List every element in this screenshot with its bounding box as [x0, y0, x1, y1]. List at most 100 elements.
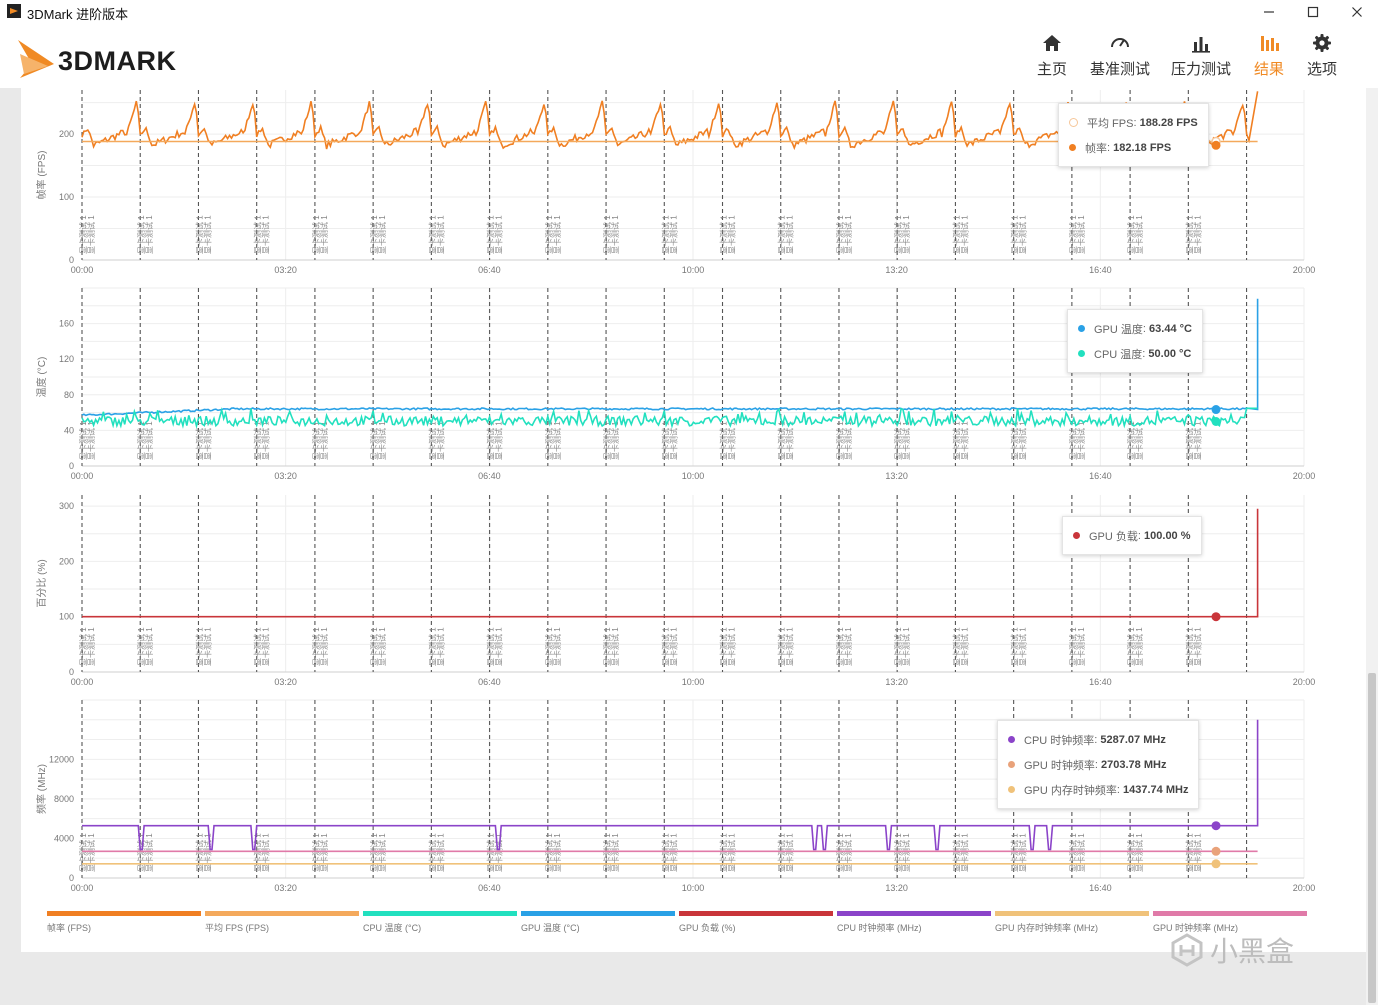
- test-marker-label: 显卡测试 1: [311, 833, 321, 872]
- data-point: [1211, 859, 1221, 869]
- test-marker-label: 显卡测试 1: [1134, 421, 1144, 460]
- legend-label: 帧率 (FPS): [47, 923, 91, 933]
- data-point: [1211, 821, 1221, 831]
- tooltip-load: GPU 负载: 100.00 %: [1062, 516, 1202, 555]
- app-icon: [7, 4, 21, 18]
- tooltip-value: 182.18 FPS: [1113, 141, 1172, 154]
- x-tick-label: 00:00: [71, 883, 94, 893]
- nav-stress-tests[interactable]: 压力测试: [1171, 32, 1231, 79]
- test-marker-label: 显卡测试 1: [660, 627, 670, 666]
- nav-options[interactable]: 选项: [1302, 32, 1342, 79]
- test-marker-label: 显卡测试 1: [427, 833, 437, 872]
- tooltip-row: GPU 温度: 63.44 °C: [1078, 316, 1192, 341]
- test-marker-label: 显卡测试 1: [1134, 215, 1144, 254]
- test-marker-label: 显卡测试 1: [544, 833, 554, 872]
- test-marker-label: 显卡测试 1: [194, 215, 204, 254]
- test-marker-label: 显卡测试 1: [552, 833, 562, 872]
- tooltip-value: 100.00 %: [1144, 529, 1191, 542]
- series-dot: [1069, 144, 1076, 151]
- test-marker-label: 显卡测试 1: [377, 627, 387, 666]
- test-marker-label: 显卡测试 1: [1076, 421, 1086, 460]
- minimize-button[interactable]: [1246, 0, 1292, 24]
- test-marker-label: 显卡测试 1: [136, 627, 146, 666]
- test-marker-label: 显卡测试 1: [727, 215, 737, 254]
- test-marker-label: 显卡测试 1: [1192, 833, 1202, 872]
- x-tick-label: 06:40: [478, 883, 501, 893]
- test-marker-label: 显卡测试 1: [1184, 833, 1194, 872]
- test-marker-label: 显卡测试 1: [194, 627, 204, 666]
- test-marker-label: 显卡测试 1: [311, 215, 321, 254]
- legend-label: CPU 时钟频率 (MHz): [837, 923, 922, 933]
- test-marker-label: 显卡测试 1: [1018, 421, 1028, 460]
- close-button[interactable]: [1334, 0, 1378, 24]
- test-marker-label: 显卡测试 1: [1076, 627, 1086, 666]
- nav-home[interactable]: 主页: [1031, 32, 1073, 79]
- test-marker-label: 显卡测试 1: [1184, 215, 1194, 254]
- test-marker-label: 显卡测试 1: [202, 833, 212, 872]
- test-marker-label: 显卡测试 1: [610, 627, 620, 666]
- test-marker-label: 显卡测试 1: [86, 215, 96, 254]
- test-marker-label: 显卡测试 1: [319, 215, 329, 254]
- legend-item[interactable]: GPU 时钟频率 (MHz): [1153, 911, 1307, 934]
- test-marker-label: 显卡测试 1: [1068, 833, 1078, 872]
- test-marker-label: 显卡测试 1: [311, 627, 321, 666]
- legend-item[interactable]: GPU 负载 (%): [679, 911, 833, 934]
- x-tick-label: 13:20: [885, 677, 908, 687]
- y-axis-label: 温度 (°C): [35, 357, 48, 398]
- series-dot: [1078, 350, 1085, 357]
- legend-item[interactable]: CPU 温度 (°C): [363, 911, 517, 934]
- x-tick-label: 06:40: [478, 677, 501, 687]
- y-axis-label: 频率 (MHz): [35, 764, 48, 814]
- test-marker-label: 显卡测试 1: [494, 627, 504, 666]
- tooltip-row: GPU 内存时钟频率: 1437.74 MHz: [1008, 777, 1188, 802]
- minimize-icon: [1264, 11, 1274, 13]
- chart-2: 0 100 200 300 00:00 03:20 06:40 10:00 13:20 16:40…: [36, 495, 1315, 687]
- tooltip-label: 平均 FPS: [1087, 117, 1134, 130]
- nav-results[interactable]: 结果: [1250, 32, 1288, 79]
- test-marker-label: 显卡测试 1: [1010, 215, 1020, 254]
- test-marker-label: 显卡测试 1: [544, 421, 554, 460]
- test-marker-label: 显卡测试 1: [959, 215, 969, 254]
- test-marker-label: 显卡测试 1: [369, 421, 379, 460]
- test-marker-label: 显卡测试 1: [544, 215, 554, 254]
- tooltip-row: GPU 负载: 100.00 %: [1073, 523, 1191, 548]
- x-tick-label: 10:00: [682, 677, 705, 687]
- test-marker-label: 显卡测试 1: [610, 215, 620, 254]
- results-monitoring-panel: 0 100 200 00:00 03:20 06:40 10:00 13:20 16:40 20:…: [21, 88, 1366, 952]
- nav-benchmarks[interactable]: 基准测试: [1090, 32, 1150, 79]
- vertical-scrollbar[interactable]: [1366, 88, 1378, 1005]
- test-marker-label: 显卡测试 1: [369, 627, 379, 666]
- x-tick-label: 03:20: [274, 677, 297, 687]
- test-marker-label: 显卡测试 1: [835, 833, 845, 872]
- test-marker-label: 显卡测试 1: [668, 627, 678, 666]
- tooltip-row: CPU 时钟频率: 5287.07 MHz: [1008, 727, 1188, 752]
- x-tick-label: 16:40: [1089, 265, 1112, 275]
- series-line: [82, 508, 1259, 618]
- maximize-button[interactable]: [1290, 0, 1336, 24]
- legend-item[interactable]: GPU 温度 (°C): [521, 911, 675, 934]
- test-marker-label: 显卡测试 1: [486, 833, 496, 872]
- test-marker-label: 显卡测试 1: [959, 421, 969, 460]
- x-tick-label: 03:20: [274, 883, 297, 893]
- test-marker-label: 显卡测试 1: [86, 833, 96, 872]
- y-tick-label: 12000: [49, 754, 74, 764]
- test-marker-label: 显卡测试 1: [435, 627, 445, 666]
- test-marker-label: 显卡测试 1: [202, 215, 212, 254]
- test-marker-label: 显卡测试 1: [835, 421, 845, 460]
- nav-results-label: 结果: [1253, 61, 1284, 78]
- legend-item[interactable]: 帧率 (FPS): [47, 911, 201, 934]
- legend-item[interactable]: 平均 FPS (FPS): [205, 911, 359, 934]
- x-tick-label: 20:00: [1293, 883, 1316, 893]
- test-marker-label: 显卡测试 1: [253, 833, 263, 872]
- legend-item[interactable]: CPU 时钟频率 (MHz): [837, 911, 991, 934]
- maximize-icon: [1307, 6, 1319, 18]
- test-marker-label: 显卡测试 1: [660, 215, 670, 254]
- x-tick-label: 20:00: [1293, 677, 1316, 687]
- x-tick-label: 20:00: [1293, 265, 1316, 275]
- test-marker-label: 显卡测试 1: [427, 627, 437, 666]
- test-marker-label: 显卡测试 1: [1192, 421, 1202, 460]
- legend-item[interactable]: GPU 内存时钟频率 (MHz): [995, 911, 1149, 934]
- test-marker-label: 显卡测试 1: [253, 421, 263, 460]
- scrollbar-thumb[interactable]: [1368, 673, 1376, 1003]
- test-marker-label: 显卡测试 1: [369, 833, 379, 872]
